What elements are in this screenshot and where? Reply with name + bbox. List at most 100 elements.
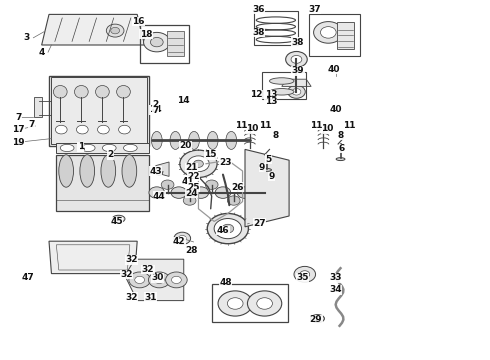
Ellipse shape — [270, 78, 294, 84]
Bar — [56, 143, 149, 153]
Text: 47: 47 — [22, 274, 35, 282]
Ellipse shape — [117, 86, 130, 98]
Ellipse shape — [116, 217, 122, 221]
Text: 11: 11 — [235, 121, 247, 130]
Circle shape — [314, 22, 343, 43]
Text: 41: 41 — [182, 177, 195, 186]
Bar — [254, 11, 298, 45]
Text: 2: 2 — [107, 150, 113, 159]
Ellipse shape — [96, 86, 109, 98]
Circle shape — [214, 219, 242, 239]
Bar — [34, 97, 42, 117]
Text: 23: 23 — [219, 158, 232, 167]
Circle shape — [292, 89, 301, 95]
Circle shape — [180, 150, 217, 177]
Text: 10: 10 — [246, 125, 259, 134]
Text: 32: 32 — [142, 265, 154, 274]
Ellipse shape — [314, 317, 321, 320]
Text: 7: 7 — [15, 112, 22, 122]
Text: 38: 38 — [292, 38, 304, 47]
Ellipse shape — [102, 144, 116, 152]
Ellipse shape — [81, 144, 95, 152]
Polygon shape — [156, 162, 169, 176]
Bar — [212, 284, 288, 322]
Circle shape — [294, 266, 316, 282]
Text: 36: 36 — [252, 5, 265, 14]
Bar — [51, 77, 147, 144]
Ellipse shape — [101, 155, 116, 187]
Ellipse shape — [74, 86, 88, 98]
Text: 48: 48 — [219, 278, 232, 287]
Text: 14: 14 — [177, 96, 190, 105]
Polygon shape — [125, 259, 184, 301]
Text: 16: 16 — [132, 17, 145, 26]
Circle shape — [215, 187, 231, 198]
Circle shape — [171, 187, 187, 198]
Bar — [309, 14, 360, 56]
Text: 32: 32 — [120, 270, 133, 279]
Text: 9: 9 — [269, 172, 275, 181]
Text: 13: 13 — [265, 97, 277, 106]
Ellipse shape — [245, 125, 254, 128]
Ellipse shape — [123, 144, 137, 152]
Bar — [337, 22, 354, 49]
Text: 11: 11 — [259, 121, 272, 130]
Text: 10: 10 — [321, 125, 334, 134]
Text: 26: 26 — [231, 183, 244, 192]
Polygon shape — [42, 14, 145, 45]
Ellipse shape — [53, 86, 67, 98]
Text: 8: 8 — [272, 131, 278, 140]
Circle shape — [218, 291, 252, 316]
Text: 11: 11 — [310, 121, 322, 130]
Ellipse shape — [311, 315, 324, 323]
Text: 14: 14 — [149, 105, 162, 114]
Text: 42: 42 — [173, 238, 186, 247]
Text: 11: 11 — [343, 121, 355, 130]
Ellipse shape — [270, 89, 294, 95]
Text: 32: 32 — [125, 256, 138, 264]
Text: 32: 32 — [125, 292, 138, 302]
Text: 22: 22 — [187, 172, 199, 181]
Polygon shape — [282, 79, 311, 86]
Text: 5: 5 — [266, 155, 271, 163]
Text: 39: 39 — [292, 66, 304, 76]
Text: 20: 20 — [179, 141, 192, 150]
Ellipse shape — [207, 131, 218, 149]
Text: 1: 1 — [78, 143, 84, 152]
Text: 33: 33 — [329, 274, 342, 282]
Text: 29: 29 — [310, 315, 322, 324]
Circle shape — [172, 276, 181, 284]
Text: 15: 15 — [204, 150, 217, 159]
Circle shape — [286, 51, 307, 67]
Text: 1: 1 — [78, 143, 84, 152]
Bar — [56, 155, 149, 211]
Bar — [262, 72, 306, 99]
Text: 40: 40 — [328, 65, 341, 74]
Circle shape — [194, 160, 203, 167]
Text: 40: 40 — [329, 105, 342, 114]
Circle shape — [178, 235, 186, 241]
Circle shape — [119, 125, 130, 134]
Circle shape — [227, 196, 240, 205]
Ellipse shape — [336, 158, 345, 161]
Ellipse shape — [80, 155, 95, 187]
Circle shape — [205, 180, 218, 189]
Polygon shape — [49, 241, 137, 274]
Text: 12: 12 — [250, 90, 263, 99]
Text: 6: 6 — [339, 144, 345, 153]
Bar — [140, 25, 189, 63]
Text: 30: 30 — [151, 274, 164, 282]
Ellipse shape — [151, 131, 162, 149]
Text: 44: 44 — [153, 192, 166, 201]
Text: 45: 45 — [110, 217, 123, 226]
Text: 25: 25 — [187, 183, 199, 192]
Ellipse shape — [226, 131, 237, 149]
Text: 37: 37 — [308, 5, 321, 14]
Text: 43: 43 — [149, 166, 162, 176]
Bar — [167, 31, 184, 56]
Circle shape — [55, 125, 67, 134]
Ellipse shape — [122, 155, 137, 187]
Text: 9: 9 — [259, 163, 266, 172]
Circle shape — [291, 55, 302, 63]
Ellipse shape — [319, 125, 328, 128]
